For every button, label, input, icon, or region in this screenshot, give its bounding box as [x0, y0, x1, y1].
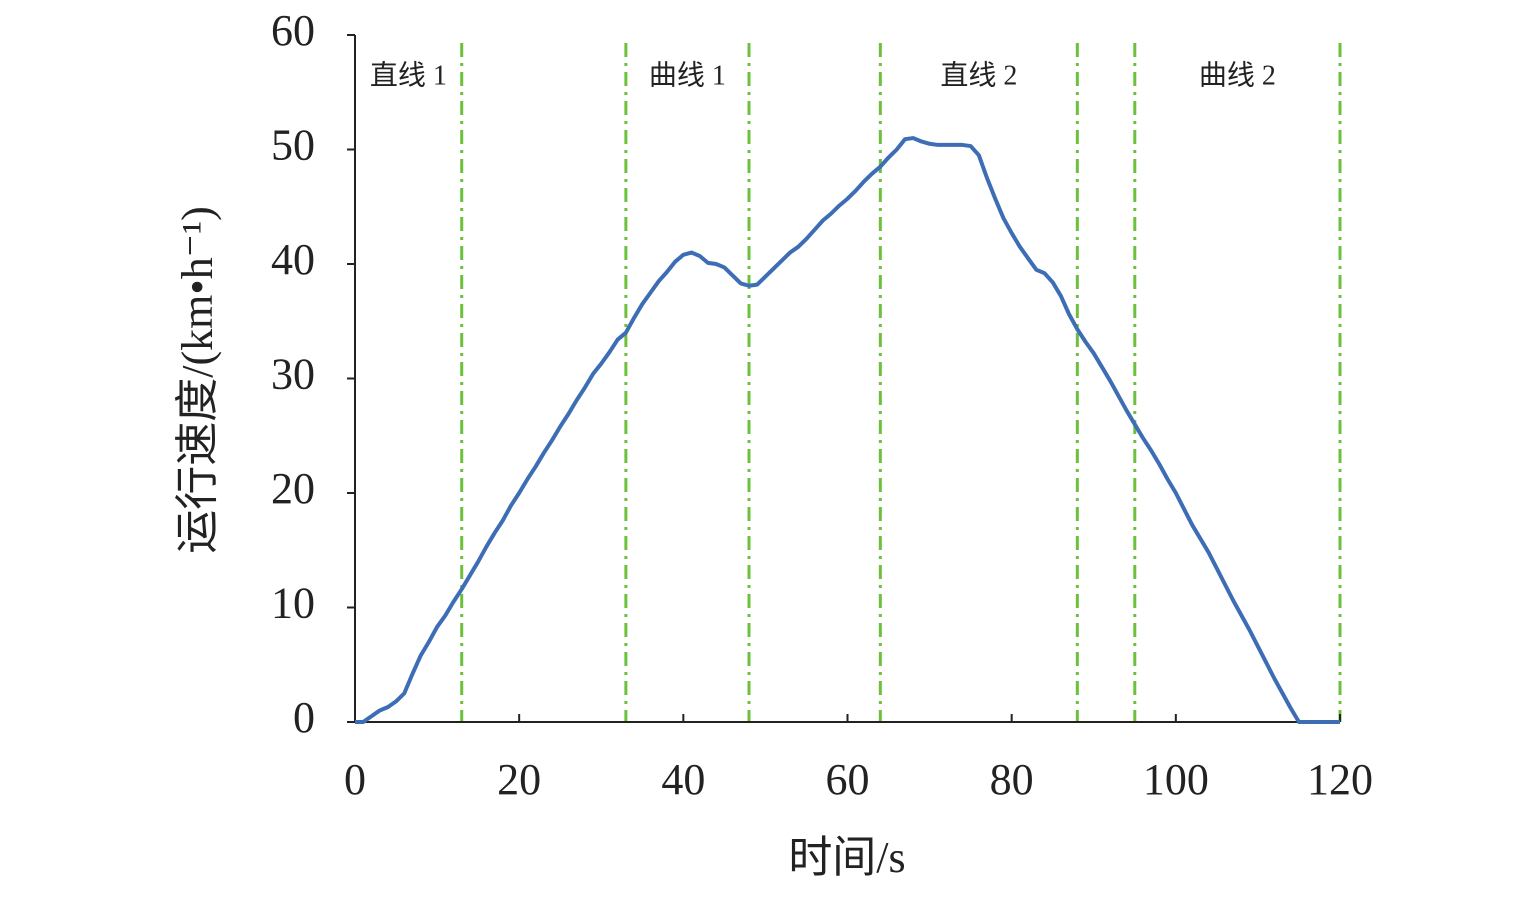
region-label: 曲线 2 [1199, 59, 1276, 91]
region-label: 曲线 1 [649, 59, 726, 91]
x-tick-label: 100 [1143, 755, 1209, 804]
y-tick-label: 40 [271, 235, 315, 284]
y-axis-label: 运行速度/(km•h⁻¹) [173, 206, 222, 554]
x-tick-label: 20 [497, 755, 541, 804]
y-tick-label: 30 [271, 350, 315, 399]
y-tick-label: 50 [271, 121, 315, 170]
x-axis-label: 时间/s [788, 833, 905, 882]
y-tick-label: 60 [271, 6, 315, 55]
y-tick-label: 0 [293, 693, 315, 742]
x-tick-label: 0 [344, 755, 366, 804]
x-tick-label: 80 [990, 755, 1034, 804]
y-tick-label: 10 [271, 579, 315, 628]
x-tick-label: 40 [661, 755, 705, 804]
y-tick-label: 20 [271, 464, 315, 513]
region-label: 直线 2 [940, 59, 1017, 91]
speed-line [355, 136, 1340, 724]
x-tick-label: 120 [1307, 755, 1373, 804]
x-tick-label: 60 [826, 755, 870, 804]
region-label: 直线 1 [370, 59, 447, 91]
